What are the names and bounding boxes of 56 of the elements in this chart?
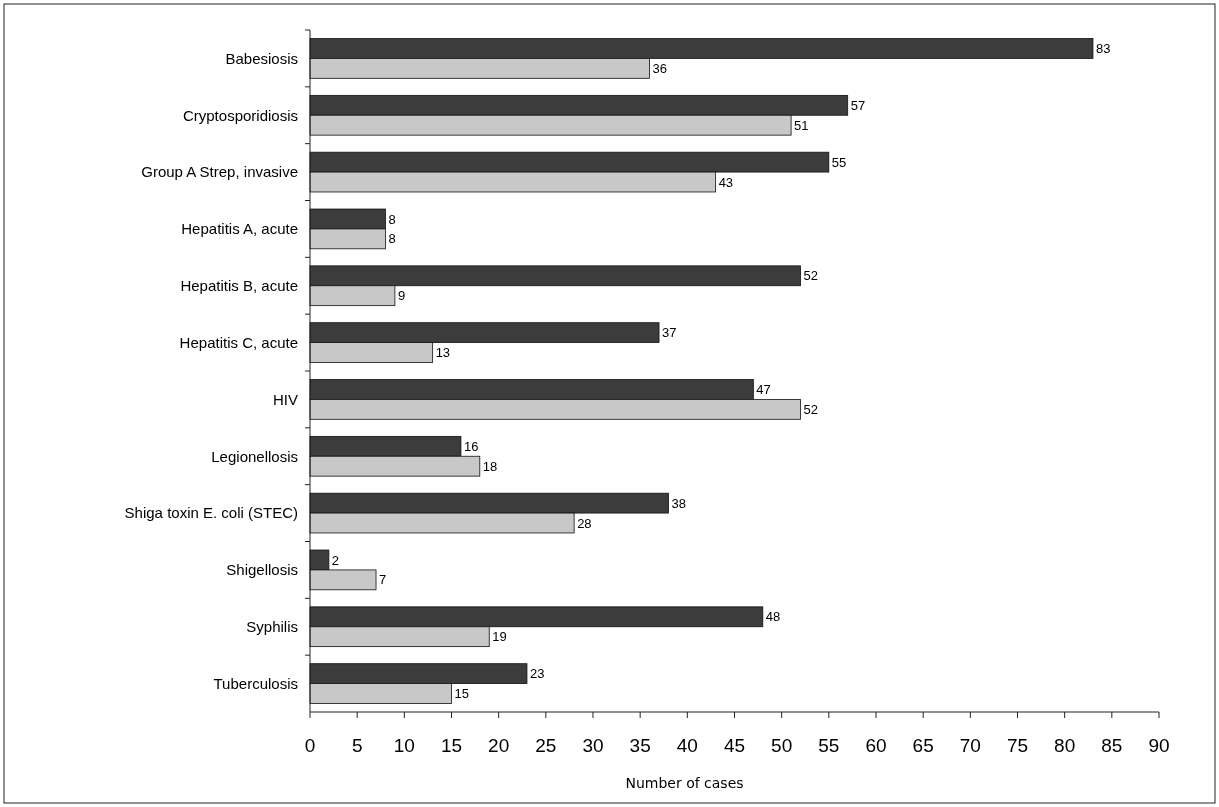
x-tick-label: 15 [440,735,463,756]
y-tick-label: Shiga toxin E. coli (STEC) [124,504,298,522]
data-label: 7 [379,572,387,588]
y-tick-label: Babesiosis [225,49,298,67]
data-label: 15 [454,686,469,702]
x-tick-label: 20 [488,735,510,756]
data-label: 16 [463,438,479,454]
data-label: 28 [577,515,592,531]
data-label: 55 [831,154,847,170]
data-label: 47 [756,382,771,398]
y-tick-label: HIV [272,390,298,408]
x-tick-label: 85 [1101,735,1123,756]
x-tick-label: 40 [676,735,698,756]
data-label: 57 [850,97,866,113]
y-tick-label: Shigellosis [226,561,298,579]
y-tick-label: Group A Strep, invasive [141,163,298,181]
data-label: 83 [1095,41,1111,57]
y-tick-label: Hepatitis B, acute [180,277,298,294]
data-label: 18 [482,458,498,474]
data-label: 43 [718,174,734,190]
x-tick-label: 45 [723,735,746,756]
x-axis-title: Number of cases [625,775,744,791]
data-label: 19 [492,629,507,645]
x-tick-label: 30 [582,735,604,756]
x-tick-label: 35 [629,735,651,756]
y-tick-label: Cryptosporidiosis [182,106,298,124]
x-tick-label: 90 [1148,735,1170,756]
x-tick-label: 10 [393,735,415,756]
data-label: 2 [331,552,340,568]
data-label: 8 [388,231,396,247]
x-tick-label: 80 [1054,735,1076,756]
x-tick-label: 60 [865,735,887,756]
y-tick-label: Hepatitis A, acute [181,220,298,238]
y-tick-label: Tuberculosis [213,674,298,692]
x-tick-label: 25 [535,735,557,756]
data-label: 52 [803,268,818,284]
data-label: 48 [765,609,781,625]
data-label: 36 [652,60,668,76]
x-tick-label: 5 [351,735,363,756]
data-label: 37 [662,325,677,341]
data-label: 13 [435,345,451,361]
data-label: 9 [397,288,406,304]
data-label: 51 [794,117,809,133]
x-tick-label: 75 [1006,735,1029,756]
y-tick-label: Legionellosis [211,447,298,465]
x-tick-label: 70 [959,735,981,756]
x-tick-label: 0 [304,735,316,756]
x-tick-label: 65 [912,735,934,756]
data-label: 23 [529,666,545,682]
y-tick-label: Hepatitis C, acute [179,333,298,351]
data-label: 52 [803,401,818,417]
data-label: 8 [388,211,396,227]
x-tick-label: 55 [818,735,840,756]
x-tick-label: 50 [771,735,793,756]
data-label: 38 [671,495,686,511]
y-tick-label: Syphilis [246,618,298,635]
